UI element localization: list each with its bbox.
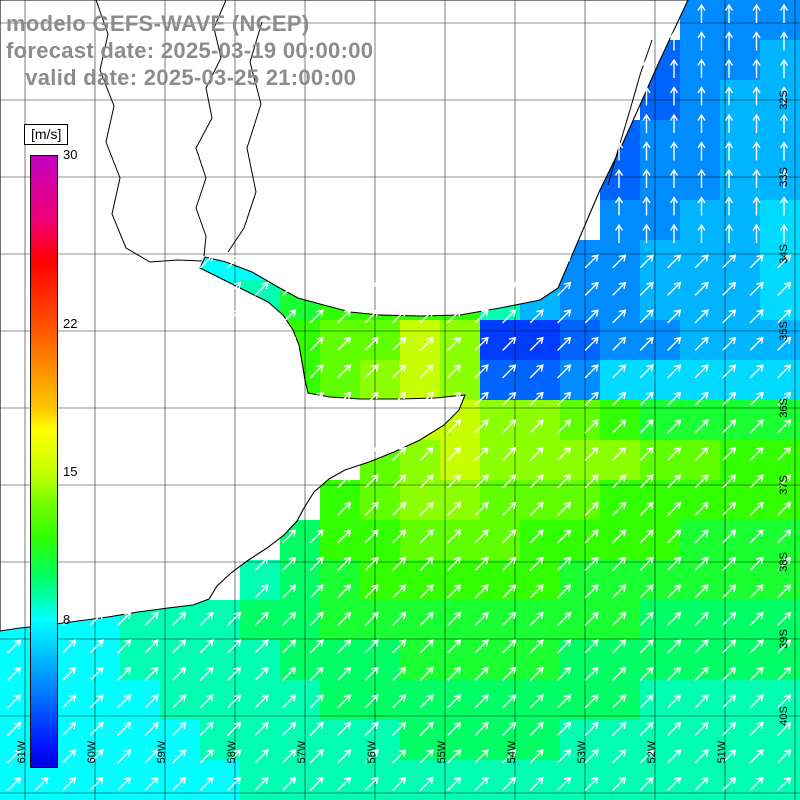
lon-label: 56W	[366, 740, 378, 763]
lon-label: 55W	[436, 740, 448, 763]
forecast-date-label: forecast date: 2025-03-19 00:00:00	[6, 38, 374, 63]
lat-label: 35S	[778, 321, 790, 341]
lon-label: 60W	[86, 740, 98, 763]
lon-label: 54W	[506, 740, 518, 763]
lat-label: 34S	[778, 244, 790, 264]
colorbar-unit-label: [m/s]	[24, 124, 69, 145]
colorbar	[30, 155, 58, 768]
model-title: modelo GEFS-WAVE (NCEP)	[6, 11, 310, 36]
lat-label: 37S	[778, 475, 790, 495]
axis-labels: 32S 33S 34S 35S 36S 37S 38S 39S 40S 61W 60W 59W 58W 5…	[16, 90, 790, 763]
lat-label: 36S	[778, 398, 790, 418]
lon-label: 52W	[646, 740, 658, 763]
lon-label: 58W	[226, 740, 238, 763]
lat-label: 32S	[778, 90, 790, 110]
lon-label: 53W	[576, 740, 588, 763]
lon-label: 61W	[16, 740, 28, 763]
lat-label: 38S	[778, 552, 790, 572]
lon-label: 51W	[716, 740, 728, 763]
lat-label: 39S	[778, 629, 790, 649]
lat-label: 33S	[778, 167, 790, 187]
lat-label: 40S	[778, 706, 790, 726]
colorbar-tick-label: 30	[63, 147, 78, 162]
colorbar-tick-label: 22	[63, 316, 78, 332]
title-block: modelo GEFS-WAVE (NCEP) forecast date: 2…	[6, 10, 373, 91]
colorbar-tick-label: 8	[63, 612, 71, 628]
colorbar-tick-label: 15	[63, 464, 78, 480]
lon-label: 57W	[296, 740, 308, 763]
valid-date-label: valid date: 2025-03-25 21:00:00	[6, 65, 357, 90]
lon-label: 59W	[156, 740, 168, 763]
